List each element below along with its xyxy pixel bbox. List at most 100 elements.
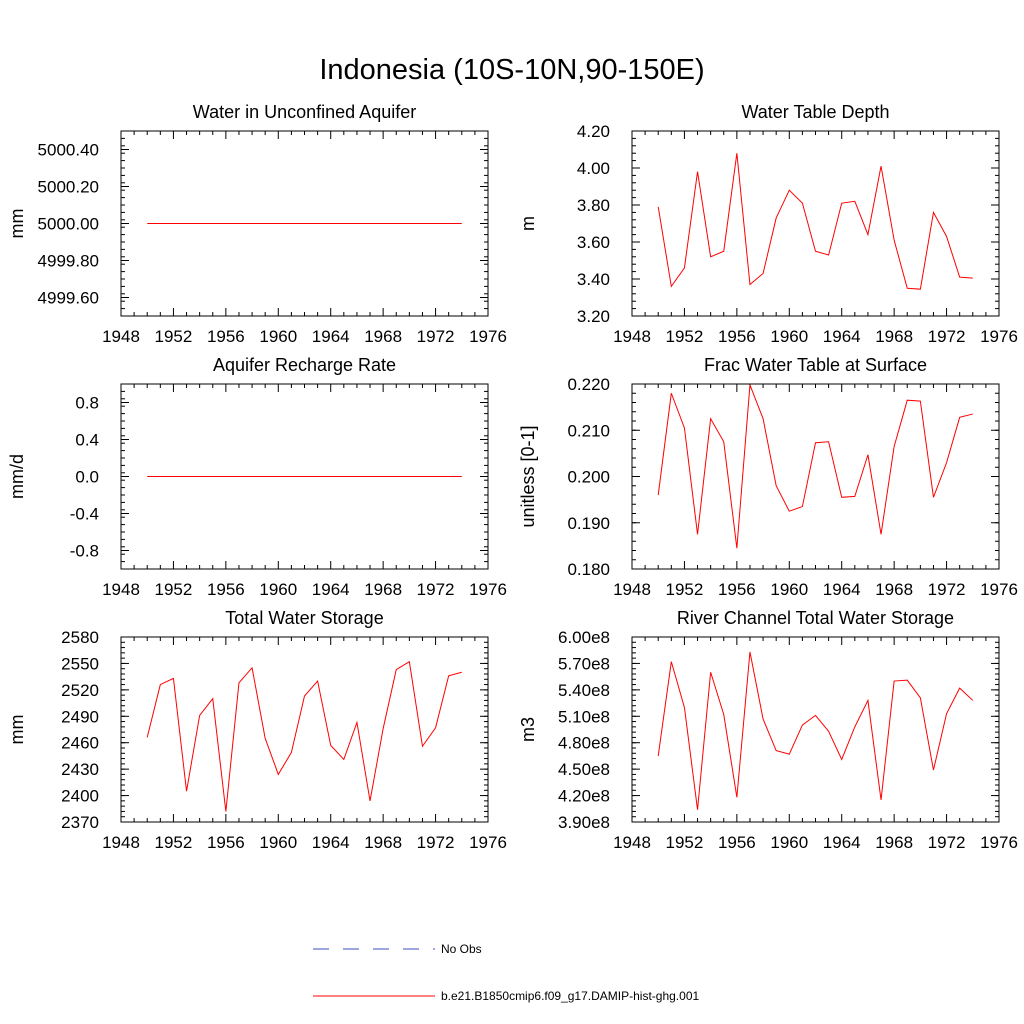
y-tick-label: 4.20 (577, 122, 610, 141)
series-line (657, 153, 973, 290)
y-tick-label: 0.190 (567, 514, 610, 533)
y-tick-label: 4.20e8 (558, 787, 610, 806)
y-tick-label: -0.8 (70, 542, 99, 561)
x-tick-label: 1976 (469, 833, 507, 852)
series-line (657, 384, 973, 549)
x-tick-label: 1968 (364, 580, 402, 599)
x-tick-label: 1968 (875, 327, 913, 346)
y-tick-label: 3.90e8 (558, 813, 610, 832)
y-axis-label: mm/d (7, 454, 27, 499)
y-tick-label: 3.80 (577, 196, 610, 215)
plot-frame (631, 130, 1000, 317)
x-tick-label: 1976 (980, 833, 1018, 852)
x-tick-label: 1956 (718, 833, 756, 852)
y-tick-label: 2550 (61, 654, 99, 673)
x-tick-label: 1972 (417, 327, 455, 346)
x-tick-label: 1948 (102, 327, 140, 346)
y-tick-label: 5.40e8 (558, 681, 610, 700)
x-tick-label: 1948 (613, 833, 651, 852)
x-tick-label: 1952 (666, 833, 704, 852)
y-tick-label: 0.8 (75, 394, 99, 413)
y-axis-label: mm (7, 715, 27, 745)
x-tick-label: 1968 (364, 327, 402, 346)
x-tick-label: 1952 (155, 833, 193, 852)
y-tick-label: 5000.40 (38, 141, 99, 160)
y-tick-label: 3.20 (577, 307, 610, 326)
plot-frame (631, 383, 1000, 570)
x-tick-label: 1960 (770, 327, 808, 346)
y-tick-label: 2460 (61, 734, 99, 753)
y-axis-label: m3 (518, 717, 538, 742)
panel-title: Aquifer Recharge Rate (213, 355, 396, 375)
x-tick-label: 1952 (155, 580, 193, 599)
chart-panel: 1948 1952 1956 1960 1964 1968 1972 1976 3.20 3.40… (518, 102, 1018, 346)
chart-panel: 1948 1952 1956 1960 1964 1968 1972 1976 0.180 0.1… (518, 355, 1018, 599)
x-tick-label: 1964 (823, 580, 861, 599)
y-tick-label: 3.60 (577, 233, 610, 252)
y-tick-label: 4999.60 (38, 289, 99, 308)
x-tick-label: 1972 (928, 833, 966, 852)
x-tick-label: 1960 (770, 833, 808, 852)
x-tick-label: 1952 (155, 327, 193, 346)
y-tick-label: 0.180 (567, 560, 610, 579)
x-tick-label: 1956 (207, 580, 245, 599)
x-tick-label: 1952 (666, 580, 704, 599)
x-tick-label: 1960 (259, 580, 297, 599)
x-tick-label: 1948 (613, 580, 651, 599)
x-tick-label: 1956 (718, 327, 756, 346)
y-tick-label: 0.220 (567, 375, 610, 394)
plot-frame (120, 636, 489, 823)
y-tick-label: 2370 (61, 813, 99, 832)
panel-title: Frac Water Table at Surface (704, 355, 927, 375)
y-tick-label: 3.40 (577, 270, 610, 289)
y-tick-label: -0.4 (70, 505, 99, 524)
panel-title: River Channel Total Water Storage (677, 608, 954, 628)
chart-panel: 1948 1952 1956 1960 1964 1968 1972 1976 3.90e8 4.… (518, 608, 1018, 852)
x-tick-label: 1964 (312, 327, 350, 346)
y-axis-label: m (518, 216, 538, 231)
y-axis-label: mm (7, 209, 27, 239)
x-tick-label: 1968 (364, 833, 402, 852)
y-tick-label: 2490 (61, 707, 99, 726)
x-tick-label: 1948 (613, 327, 651, 346)
y-tick-label: 4.50e8 (558, 760, 610, 779)
x-tick-label: 1976 (469, 327, 507, 346)
x-tick-label: 1956 (718, 580, 756, 599)
series-line (146, 660, 462, 812)
x-tick-label: 1964 (312, 833, 350, 852)
y-tick-label: 5.10e8 (558, 707, 610, 726)
chart-panel: 1948 1952 1956 1960 1964 1968 1972 1976 2370 2400… (7, 608, 507, 852)
x-tick-label: 1976 (980, 580, 1018, 599)
y-tick-label: 0.210 (567, 421, 610, 440)
x-tick-label: 1956 (207, 327, 245, 346)
x-tick-label: 1972 (417, 580, 455, 599)
panel-title: Total Water Storage (225, 608, 383, 628)
y-tick-label: 4.80e8 (558, 734, 610, 753)
y-tick-label: 2580 (61, 628, 99, 647)
x-tick-label: 1976 (469, 580, 507, 599)
y-tick-label: 6.00e8 (558, 628, 610, 647)
y-tick-label: 5000.00 (38, 215, 99, 234)
x-tick-label: 1964 (823, 833, 861, 852)
y-tick-label: 2400 (61, 787, 99, 806)
x-tick-label: 1972 (928, 327, 966, 346)
series-line (657, 651, 974, 810)
figure-title: Indonesia (10S-10N,90-150E) (319, 54, 705, 86)
x-tick-label: 1956 (207, 833, 245, 852)
y-axis-label: unitless [0-1] (518, 425, 538, 527)
x-tick-label: 1972 (417, 833, 455, 852)
x-tick-label: 1960 (259, 833, 297, 852)
panel-title: Water Table Depth (741, 102, 889, 122)
y-tick-label: 2430 (61, 760, 99, 779)
y-tick-label: 0.200 (567, 468, 610, 487)
chart-panel: 1948 1952 1956 1960 1964 1968 1972 1976 4999.60 4… (7, 102, 507, 346)
x-tick-label: 1964 (823, 327, 861, 346)
y-tick-label: 5.70e8 (558, 654, 610, 673)
x-tick-label: 1948 (102, 580, 140, 599)
x-tick-label: 1948 (102, 833, 140, 852)
y-tick-label: 5000.20 (38, 178, 99, 197)
y-tick-label: 4999.80 (38, 252, 99, 271)
chart-panel: 1948 1952 1956 1960 1964 1968 1972 1976 -0.8 -0.4… (7, 355, 507, 599)
x-tick-label: 1960 (259, 327, 297, 346)
